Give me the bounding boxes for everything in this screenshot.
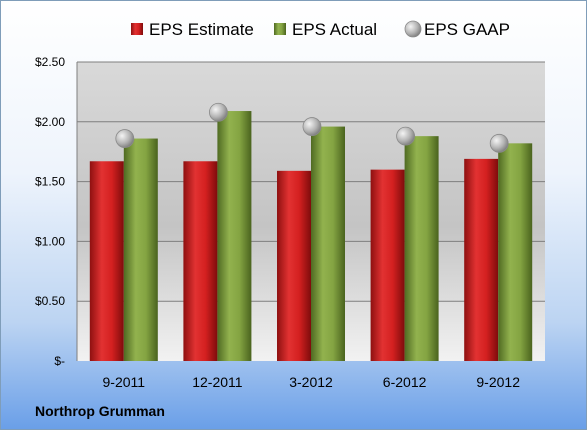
y-tick-label: $1.00 <box>35 234 65 248</box>
x-tick-label: 6-2012 <box>383 374 427 390</box>
marker-eps-gaap <box>115 129 135 148</box>
bar-eps-actual <box>123 138 158 361</box>
x-tick-label: 9-2011 <box>103 374 146 390</box>
marker-eps-gaap <box>208 102 228 122</box>
bars <box>89 111 533 361</box>
legend-swatch <box>274 23 286 35</box>
legend-label: EPS Estimate <box>149 20 254 39</box>
legend-label: EPS Actual <box>292 20 377 39</box>
bar-eps-estimate <box>370 169 405 361</box>
marker-eps-gaap <box>302 117 322 136</box>
bar-eps-estimate <box>183 161 218 361</box>
bar-eps-estimate <box>464 158 499 361</box>
y-tick-label: $2.00 <box>35 115 65 129</box>
marker-eps-gaap <box>396 126 416 146</box>
legend-swatch <box>404 20 422 38</box>
y-axis: $- $0.50 $1.00 $1.50 $2.00 $2.50 <box>35 55 78 368</box>
bar-eps-actual <box>217 111 252 361</box>
bar-eps-actual <box>311 126 345 361</box>
y-tick-label: $0.50 <box>35 294 65 308</box>
bar-eps-estimate <box>277 170 311 361</box>
gaap-markers <box>115 102 509 153</box>
legend-swatch <box>131 23 143 35</box>
legend-label: EPS GAAP <box>424 20 510 39</box>
y-tick-label: $1.50 <box>35 175 65 189</box>
marker-eps-gaap <box>489 133 509 153</box>
company-label: Northrop Grumman <box>35 403 165 419</box>
x-tick-label: 9-2012 <box>476 374 520 390</box>
x-tick-label: 3-2012 <box>289 374 333 390</box>
x-tick-label: 12-2011 <box>192 374 243 390</box>
bar-eps-actual <box>498 143 533 361</box>
y-tick-label: $- <box>54 354 65 368</box>
legend: EPS Estimate EPS Actual EPS GAAP <box>131 20 510 39</box>
y-tick-label: $2.50 <box>35 55 65 69</box>
x-axis: 9-2011 12-2011 3-2012 6-2012 9-2012 <box>103 374 521 390</box>
bar-eps-actual <box>404 136 439 361</box>
bar-eps-estimate <box>89 161 124 361</box>
